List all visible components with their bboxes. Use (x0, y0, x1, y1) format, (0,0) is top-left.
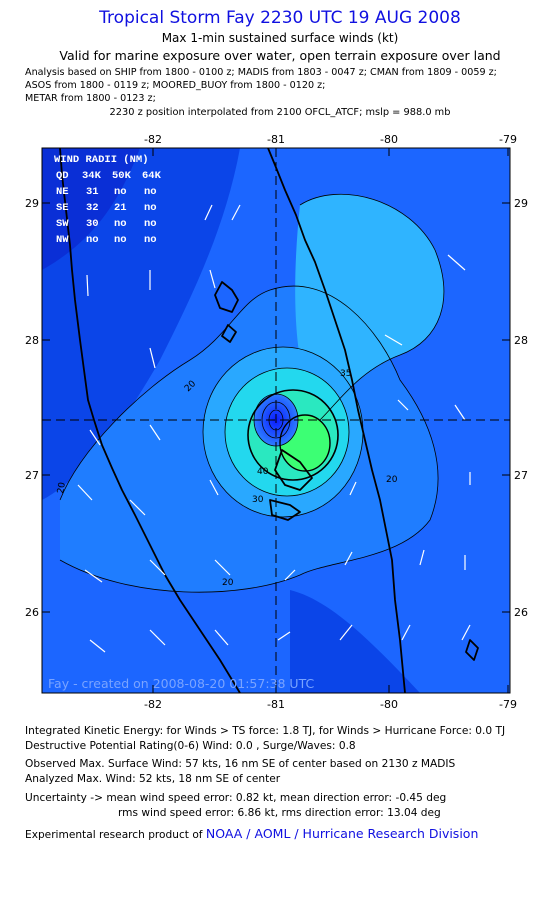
lat-label-right: 28 (514, 334, 528, 347)
analysis-line-3: METAR from 1800 - 0123 z; (25, 93, 156, 104)
wind-radii-cell: 30 (86, 218, 99, 230)
axis-ticks (42, 148, 510, 693)
florida-coastline (59, 148, 479, 693)
wind-radii-cell: no (144, 218, 157, 230)
credit-line: Fay - created on 2008-08-20 01:57:38 UTC (48, 676, 314, 691)
wind-radii-hdr-1: 34K (82, 170, 102, 182)
wind-radii-cell: no (144, 202, 157, 214)
observed-wind-line: Observed Max. Surface Wind: 57 kts, 16 n… (25, 758, 456, 770)
wind-radii-cell: NE (56, 186, 69, 198)
wind-radii-cell: 32 (86, 202, 99, 214)
analysis-line-1: Analysis based on SHIP from 1800 - 0100 … (25, 67, 497, 78)
lon-label-bottom: -81 (267, 698, 285, 711)
lon-label-top: -81 (267, 133, 285, 146)
lon-label-bottom: -82 (144, 698, 162, 711)
lon-label-top: -80 (380, 133, 398, 146)
uncertainty-line-1: Uncertainty -> mean wind speed error: 0.… (25, 792, 447, 804)
contour-label: 20 (56, 481, 68, 494)
contour-label: 20 (386, 475, 398, 485)
contour-label: 40 (257, 467, 269, 477)
wind-vectors (77, 204, 471, 653)
uncertainty-line-2: rms wind speed error: 6.86 kt, rms direc… (118, 807, 441, 819)
dpr-line: Destructive Potential Rating(0-6) Wind: … (25, 740, 356, 752)
analyzed-wind-line: Analyzed Max. Wind: 52 kts, 18 nm SE of … (25, 773, 281, 785)
wind-radii-cell: 21 (114, 202, 127, 214)
center-crosshair (42, 148, 510, 693)
lat-label-left: 27 (25, 469, 39, 482)
wind-radii-table: WIND RADII (NM) QD 34K 50K 64K NE 31 no … (54, 154, 162, 246)
lon-label-bottom: -80 (380, 698, 398, 711)
wind-radii-title: WIND RADII (NM) (54, 154, 149, 166)
wind-radii-cell: no (114, 234, 127, 246)
wind-lobe-ne (295, 194, 444, 420)
lat-label-left: 26 (25, 606, 39, 619)
wind-radii-cell: NW (56, 234, 69, 246)
lowest-wind-region-nw (42, 148, 140, 270)
wind-radii-cell: no (114, 218, 127, 230)
wind-radii-hdr-0: QD (56, 170, 69, 182)
low-wind-region-south (290, 590, 420, 693)
lat-label-left: 29 (25, 197, 39, 210)
product-credit: Experimental research product of NOAA / … (25, 826, 478, 841)
wind-radii-cell: 31 (86, 186, 99, 198)
lon-label-top: -82 (144, 133, 162, 146)
wind-radii-cell: no (144, 186, 157, 198)
wind-radii-hdr-2: 50K (112, 170, 132, 182)
wind-radii-cell: SE (56, 202, 69, 214)
chart-title: Tropical Storm Fay 2230 UTC 19 AUG 2008 (99, 8, 461, 28)
analysis-line-2: ASOS from 1800 - 0119 z; MOORED_BUOY fro… (25, 80, 326, 91)
lat-label-right: 29 (514, 197, 528, 210)
wind-radii-cell: no (144, 234, 157, 246)
validity-note: Valid for marine exposure over water, op… (59, 48, 501, 63)
contour-label: 30 (252, 495, 264, 505)
lon-label-top: -79 (499, 133, 517, 146)
chart-subtitle: Max 1-min sustained surface winds (kt) (161, 31, 399, 45)
latitude-labels: 29 28 27 26 29 28 27 26 (25, 197, 528, 619)
wind-radii-cell: SW (56, 218, 69, 230)
contour-label: 35 (340, 369, 351, 379)
noaa-link[interactable]: NOAA / AOML / Hurricane Research Divisio… (205, 826, 479, 841)
wind-radii-hdr-3: 64K (142, 170, 162, 182)
lon-label-bottom: -79 (499, 698, 517, 711)
ike-line: Integrated Kinetic Energy: for Winds > T… (25, 725, 506, 737)
lat-label-right: 27 (514, 469, 528, 482)
contour-label: 20 (222, 578, 234, 588)
position-note: 2230 z position interpolated from 2100 O… (109, 107, 451, 118)
wind-radii-cell: no (86, 234, 99, 246)
lat-label-right: 26 (514, 606, 528, 619)
wind-radii-cell: no (114, 186, 127, 198)
lat-label-left: 28 (25, 334, 39, 347)
product-prefix: Experimental research product of (25, 829, 206, 841)
wind-analysis-map: WIND RADII (NM) QD 34K 50K 64K NE 31 no … (25, 133, 528, 711)
longitude-labels: -82 -81 -80 -79 -82 -81 -80 -79 (144, 133, 517, 711)
